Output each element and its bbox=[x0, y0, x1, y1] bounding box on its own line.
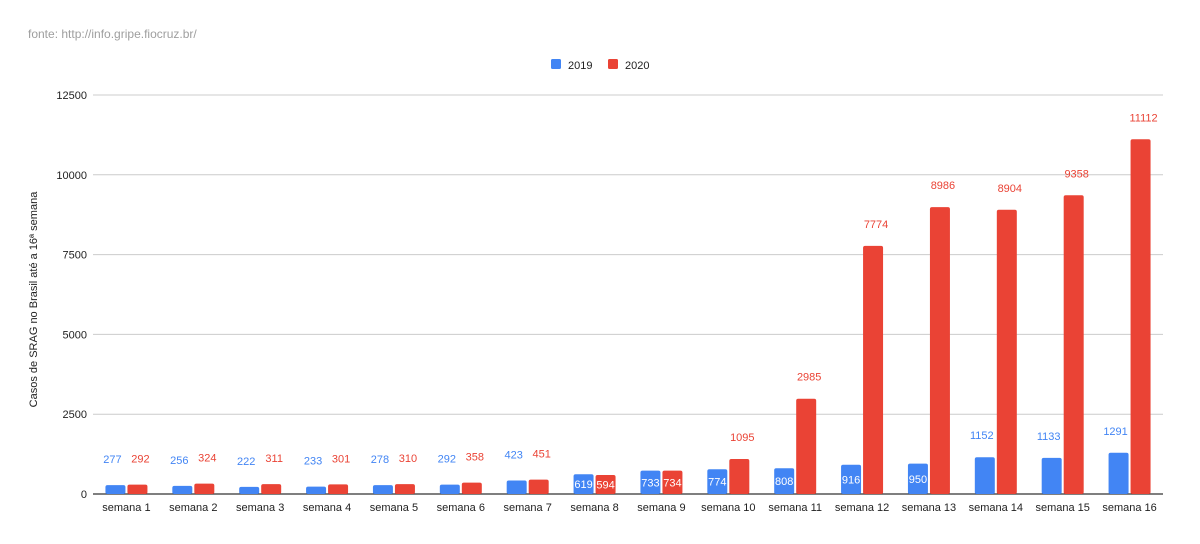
value-label-2019-4: 233 bbox=[304, 456, 322, 468]
value-label-2020-14: 8904 bbox=[998, 183, 1022, 195]
value-label-2020-15: 9358 bbox=[1064, 168, 1088, 180]
value-label-2020-11: 2985 bbox=[797, 372, 821, 384]
bar-2020-6 bbox=[461, 482, 482, 494]
x-tick-label: semana 11 bbox=[768, 502, 822, 514]
x-tick-label: semana 10 bbox=[701, 502, 755, 514]
value-label-2020-4: 301 bbox=[332, 453, 350, 465]
y-tick-label: 7500 bbox=[63, 250, 87, 262]
bar-2019-12 bbox=[841, 464, 862, 494]
bar-2019-6 bbox=[439, 484, 460, 494]
y-tick-label: 2500 bbox=[63, 409, 87, 421]
x-tick-label: semana 3 bbox=[236, 502, 284, 514]
value-label-2019-16: 1291 bbox=[1103, 426, 1127, 438]
value-label-2020-12: 7774 bbox=[864, 219, 888, 231]
bar-2019-7 bbox=[506, 480, 527, 494]
bar-2020-11 bbox=[796, 398, 817, 494]
value-label-2019-13: 950 bbox=[909, 474, 927, 486]
value-label-2019-12: 916 bbox=[842, 474, 860, 486]
value-label-2020-13: 8986 bbox=[931, 180, 955, 192]
bar-2019-3 bbox=[239, 486, 260, 494]
value-label-2019-1: 277 bbox=[103, 454, 121, 466]
y-tick-label: 10000 bbox=[56, 170, 87, 182]
x-tick-label: semana 8 bbox=[570, 502, 618, 514]
value-label-2020-8: 594 bbox=[596, 480, 614, 492]
y-tick-label: 5000 bbox=[63, 329, 87, 341]
y-axis-title: Casos de SRAG no Brasil até a 16ª semana bbox=[28, 191, 40, 408]
bar-2019-13 bbox=[907, 463, 928, 494]
value-label-2019-9: 733 bbox=[641, 477, 659, 489]
bar-2020-5 bbox=[394, 484, 415, 494]
x-tick-label: semana 7 bbox=[504, 502, 552, 514]
bar-2020-10 bbox=[729, 459, 750, 494]
value-label-2020-9: 734 bbox=[663, 477, 681, 489]
legend-swatch-2019 bbox=[551, 59, 561, 69]
y-tick-label: 0 bbox=[81, 489, 87, 501]
bar-2020-16 bbox=[1130, 139, 1151, 494]
value-label-2019-3: 222 bbox=[237, 456, 255, 468]
value-label-2019-2: 256 bbox=[170, 455, 188, 467]
x-tick-label: semana 13 bbox=[902, 502, 956, 514]
value-label-2020-6: 358 bbox=[466, 452, 484, 464]
value-label-2020-10: 1095 bbox=[730, 432, 754, 444]
bar-2020-7 bbox=[528, 479, 549, 494]
bar-2020-13 bbox=[929, 207, 950, 495]
bar-2019-15 bbox=[1041, 457, 1062, 494]
bar-2019-11 bbox=[774, 468, 795, 494]
value-label-2019-8: 619 bbox=[574, 479, 592, 491]
value-label-2020-2: 324 bbox=[198, 453, 216, 465]
value-label-2019-11: 808 bbox=[775, 476, 793, 488]
bar-2019-4 bbox=[306, 486, 327, 494]
bar-2020-4 bbox=[328, 484, 349, 494]
bar-2020-1 bbox=[127, 484, 148, 494]
value-label-2020-5: 310 bbox=[399, 453, 417, 465]
x-tick-label: semana 6 bbox=[437, 502, 485, 514]
value-label-2019-10: 774 bbox=[708, 477, 726, 489]
value-label-2019-15: 1133 bbox=[1037, 431, 1061, 443]
value-label-2020-3: 311 bbox=[265, 453, 283, 465]
bar-2019-2 bbox=[172, 485, 193, 494]
value-label-2019-7: 423 bbox=[505, 449, 523, 461]
bar-2020-12 bbox=[863, 245, 884, 494]
bar-2020-2 bbox=[194, 483, 215, 494]
bar-2019-10 bbox=[707, 469, 728, 494]
legend-label-2020: 2020 bbox=[625, 60, 649, 72]
bar-2020-8 bbox=[595, 475, 616, 494]
value-label-2019-6: 292 bbox=[438, 454, 456, 466]
x-tick-label: semana 14 bbox=[969, 502, 1023, 514]
legend-swatch-2020 bbox=[608, 59, 618, 69]
value-label-2020-7: 451 bbox=[533, 449, 551, 461]
value-label-2020-16: 11112 bbox=[1129, 112, 1157, 124]
x-tick-label: semana 2 bbox=[169, 502, 217, 514]
x-tick-label: semana 1 bbox=[102, 502, 150, 514]
bar-2020-3 bbox=[261, 484, 282, 494]
x-tick-label: semana 12 bbox=[835, 502, 889, 514]
x-tick-label: semana 9 bbox=[637, 502, 685, 514]
x-tick-label: semana 5 bbox=[370, 502, 418, 514]
bar-2019-5 bbox=[372, 485, 393, 494]
legend-label-2019: 2019 bbox=[568, 60, 592, 72]
y-tick-label: 12500 bbox=[56, 90, 87, 102]
bar-2019-14 bbox=[974, 457, 995, 494]
bar-2019-9 bbox=[640, 470, 661, 494]
x-tick-label: semana 16 bbox=[1102, 502, 1156, 514]
x-tick-label: semana 15 bbox=[1035, 502, 1089, 514]
source-note: fonte: http://info.gripe.fiocruz.br/ bbox=[28, 27, 197, 41]
bar-2019-8 bbox=[573, 474, 594, 494]
value-label-2019-14: 1152 bbox=[970, 430, 994, 442]
bar-2019-1 bbox=[105, 485, 126, 494]
value-label-2019-5: 278 bbox=[371, 454, 389, 466]
x-tick-label: semana 4 bbox=[303, 502, 351, 514]
value-label-2020-1: 292 bbox=[131, 454, 149, 466]
bar-2019-16 bbox=[1108, 452, 1129, 494]
bar-2020-14 bbox=[996, 209, 1017, 495]
bar-2020-15 bbox=[1063, 195, 1084, 494]
bar-2020-9 bbox=[662, 470, 683, 494]
